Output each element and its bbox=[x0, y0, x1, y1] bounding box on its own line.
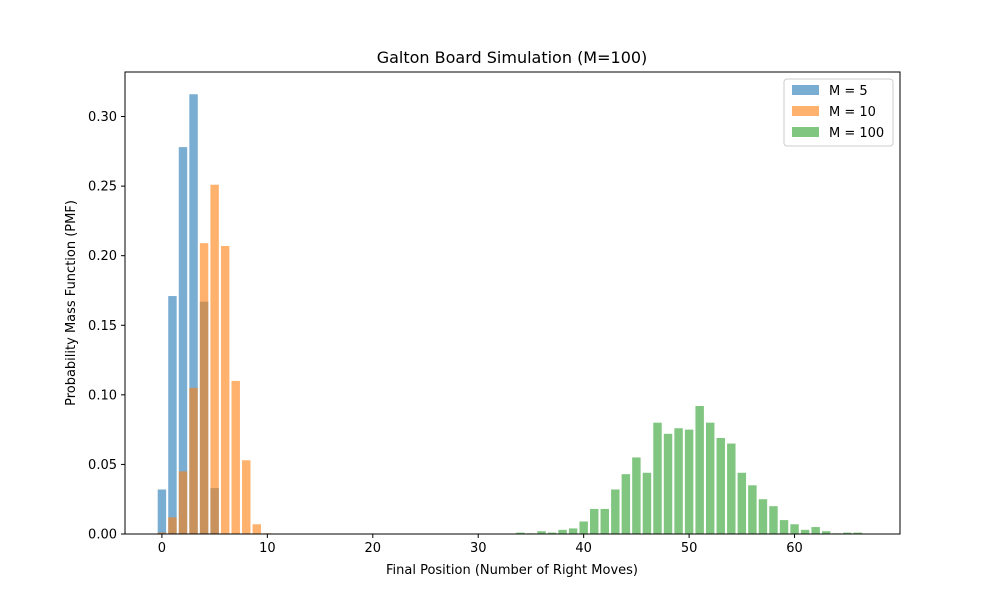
bar-series2-x61 bbox=[800, 529, 810, 534]
bar-series2-x39 bbox=[568, 528, 578, 534]
bar-series2-x42 bbox=[600, 508, 609, 534]
y-tick-label: 0.25 bbox=[88, 180, 117, 195]
bar-series2-x53 bbox=[716, 437, 725, 534]
bar-series2-x60 bbox=[790, 524, 799, 534]
x-tick-label: 30 bbox=[470, 541, 487, 556]
bar-series0-x2 bbox=[178, 147, 188, 534]
legend-label-m100: M = 100 bbox=[829, 126, 884, 141]
legend-swatch-m10 bbox=[792, 106, 819, 116]
x-tick-label: 60 bbox=[786, 541, 803, 556]
bar-series2-x40 bbox=[579, 521, 588, 534]
x-tick-label: 0 bbox=[158, 541, 166, 556]
bar-series1-x3 bbox=[189, 387, 198, 534]
bar-series0-x1 bbox=[168, 296, 177, 534]
x-axis-ticks: 0 10 20 30 40 50 60 bbox=[158, 534, 803, 556]
y-tick-label: 0.00 bbox=[88, 528, 117, 543]
bar-series0-x3 bbox=[189, 94, 198, 535]
x-tick-label: 20 bbox=[365, 541, 382, 556]
bar-series1-x1 bbox=[168, 517, 177, 534]
y-axis-label: Probability Mass Function (PMF) bbox=[64, 200, 79, 406]
bar-series2-x38 bbox=[558, 529, 567, 534]
bar-series2-x47 bbox=[653, 422, 662, 534]
x-tick-label: 40 bbox=[575, 541, 592, 556]
bar-series2-x51 bbox=[695, 405, 704, 534]
legend-label-m5: M = 5 bbox=[829, 84, 868, 99]
bar-series2-x36 bbox=[537, 531, 546, 534]
bar-series2-x63 bbox=[821, 531, 831, 534]
bar-series2-x56 bbox=[748, 485, 757, 534]
bar-series1-x4 bbox=[199, 243, 209, 534]
bar-series2-x50 bbox=[684, 429, 694, 534]
bar-series2-x49 bbox=[674, 428, 683, 534]
bar-series1-x5 bbox=[210, 184, 219, 534]
bar-series2-x52 bbox=[705, 422, 715, 534]
bar-series1-x7 bbox=[231, 380, 240, 534]
bar-series2-x62 bbox=[811, 527, 820, 534]
x-tick-label: 10 bbox=[259, 541, 276, 556]
bar-series2-x48 bbox=[663, 433, 673, 534]
y-tick-label: 0.10 bbox=[88, 388, 117, 403]
bar-series1-x6 bbox=[220, 245, 230, 534]
legend-label-m10: M = 10 bbox=[829, 105, 876, 120]
bar-series2-x43 bbox=[611, 489, 620, 534]
bar-series2-x55 bbox=[737, 472, 747, 534]
bar-series1-x9 bbox=[252, 524, 262, 534]
bar-series1-x0 bbox=[157, 532, 167, 534]
x-axis-label: Final Position (Number of Right Moves) bbox=[386, 563, 638, 578]
bar-series1-x8 bbox=[242, 460, 251, 534]
y-tick-label: 0.30 bbox=[88, 110, 117, 125]
legend-swatch-m5 bbox=[792, 85, 819, 95]
bar-series2-x59 bbox=[779, 520, 789, 534]
y-tick-label: 0.15 bbox=[88, 319, 117, 334]
plot-frame bbox=[124, 71, 901, 535]
bar-series2-x44 bbox=[621, 474, 631, 534]
chart-title: Galton Board Simulation (M=100) bbox=[377, 48, 648, 67]
bar-series2-x37 bbox=[547, 532, 557, 534]
bar-series2-x34 bbox=[516, 532, 525, 534]
y-axis-ticks: 0.00 0.05 0.10 0.15 0.20 0.25 0.30 bbox=[88, 110, 125, 543]
bar-series2-x58 bbox=[769, 506, 778, 534]
bar-series0-x0 bbox=[157, 489, 167, 534]
y-tick-label: 0.05 bbox=[88, 458, 117, 473]
bar-series2-x65 bbox=[843, 532, 852, 534]
legend-swatch-m100 bbox=[792, 127, 819, 137]
bar-series2-x45 bbox=[632, 457, 641, 534]
legend: M = 5 M = 10 M = 100 bbox=[783, 78, 894, 147]
y-tick-label: 0.20 bbox=[88, 249, 117, 264]
bar-series1-x2 bbox=[178, 471, 188, 534]
bar-series2-x66 bbox=[853, 532, 863, 534]
bar-series2-x41 bbox=[590, 508, 599, 534]
bars-group bbox=[157, 94, 863, 535]
bar-series2-x57 bbox=[758, 499, 768, 534]
x-tick-label: 50 bbox=[681, 541, 698, 556]
bar-series2-x54 bbox=[727, 443, 736, 534]
bar-series2-x46 bbox=[642, 472, 652, 534]
